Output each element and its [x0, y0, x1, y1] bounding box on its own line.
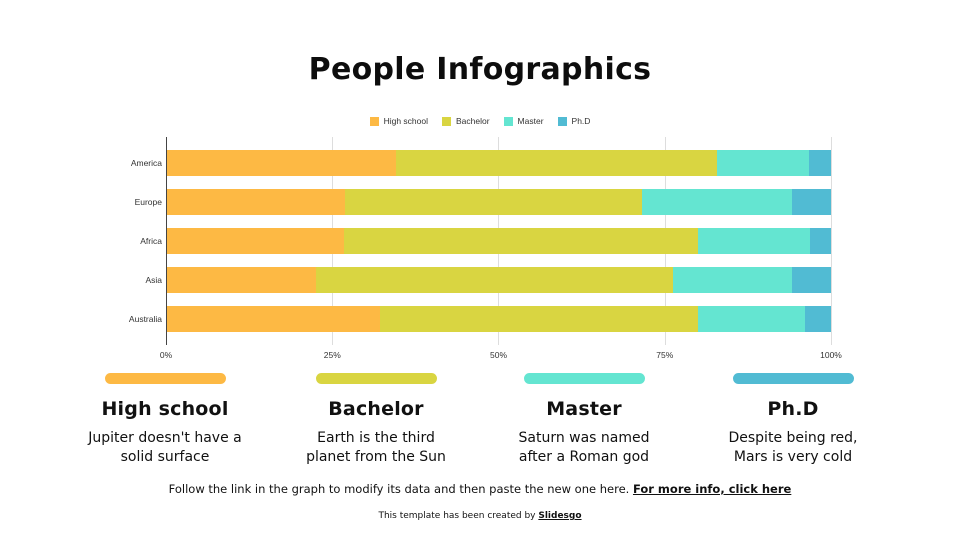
card-desc-line: Jupiter doesn't have a — [88, 430, 242, 446]
x-tick-label: 100% — [820, 350, 842, 360]
bar-segment-ph-d[interactable] — [791, 267, 831, 293]
bar-segment-bachelor[interactable] — [316, 267, 673, 293]
legend-label: Bachelor — [455, 116, 490, 126]
bar-row-asia[interactable] — [166, 267, 831, 293]
category-label: America — [130, 158, 162, 168]
card-title: High school — [101, 398, 229, 420]
legend-swatch-master — [503, 116, 513, 126]
color-pill-master — [523, 373, 645, 384]
color-pill-phd — [732, 373, 854, 384]
bar-segment-master[interactable] — [717, 150, 810, 176]
color-pill-bachelor — [315, 373, 437, 384]
page-title: People Infographics — [308, 52, 652, 87]
card-desc-line: after a Roman god — [518, 449, 650, 465]
card-master: Master Saturn was named after a Roman go… — [479, 372, 689, 467]
bar-segment-bachelor[interactable] — [396, 150, 718, 176]
bar-segment-high-school[interactable] — [166, 150, 397, 176]
footer-note: Follow the link in the graph to modify i… — [0, 482, 960, 496]
bar-segment-bachelor[interactable] — [380, 306, 698, 332]
card-description: Saturn was named after a Roman god — [479, 429, 689, 467]
card-title: Ph.D — [767, 398, 819, 420]
card-description: Jupiter doesn't have a solid surface — [60, 429, 270, 467]
card-high-school: High school Jupiter doesn't have a solid… — [60, 372, 270, 467]
bar-segment-high-school[interactable] — [166, 267, 317, 293]
bar-segment-master[interactable] — [672, 267, 792, 293]
y-axis-line — [166, 137, 167, 345]
legend-item-high-school: High school — [369, 116, 428, 126]
card-desc-line: Despite being red, — [728, 430, 858, 446]
category-label: Asia — [145, 275, 162, 285]
bar-row-america[interactable] — [166, 150, 831, 176]
legend-item-bachelor: Bachelor — [441, 116, 490, 126]
card-title: Master — [546, 398, 622, 420]
legend-label: Ph.D — [571, 116, 591, 126]
card-desc-line: planet from the Sun — [306, 449, 446, 465]
card-desc-line: Earth is the third — [317, 430, 435, 446]
legend-label: High school — [383, 116, 428, 126]
card-description: Despite being red, Mars is very cold — [688, 429, 898, 467]
chart-legend: High school Bachelor Master Ph.D — [0, 116, 960, 126]
bar-segment-bachelor[interactable] — [344, 228, 698, 254]
bar-row-europe[interactable] — [166, 189, 831, 215]
credit-text: This template has been created by — [378, 511, 539, 521]
footer-note-text: Follow the link in the graph to modify i… — [168, 482, 633, 496]
plot-area — [166, 137, 832, 345]
bar-segment-ph-d[interactable] — [805, 306, 831, 332]
category-label: Africa — [140, 236, 162, 246]
card-bachelor: Bachelor Earth is the third planet from … — [271, 372, 481, 467]
legend-swatch-phd — [557, 116, 567, 126]
color-pill-high-school — [104, 373, 226, 384]
card-desc-line: Mars is very cold — [733, 449, 853, 465]
bar-segment-master[interactable] — [697, 306, 806, 332]
credit-line: This template has been created by Slides… — [0, 511, 960, 521]
bar-row-africa[interactable] — [166, 228, 831, 254]
bar-segment-high-school[interactable] — [166, 228, 345, 254]
card-phd: Ph.D Despite being red, Mars is very col… — [688, 372, 898, 467]
gridline-100 — [831, 137, 832, 345]
legend-label: Master — [517, 116, 544, 126]
legend-swatch-bachelor — [441, 116, 451, 126]
card-description: Earth is the third planet from the Sun — [271, 429, 481, 467]
category-label: Europe — [134, 197, 162, 207]
legend-item-master: Master — [503, 116, 544, 126]
bar-segment-master[interactable] — [697, 228, 810, 254]
card-desc-line: Saturn was named — [518, 430, 650, 446]
bar-segment-bachelor[interactable] — [344, 189, 643, 215]
bar-segment-master[interactable] — [642, 189, 792, 215]
x-tick-label: 0% — [159, 350, 173, 360]
legend-swatch-high-school — [369, 116, 379, 126]
x-tick-label: 75% — [656, 350, 674, 360]
category-label: Australia — [128, 314, 162, 324]
bar-segment-high-school[interactable] — [166, 306, 381, 332]
card-desc-line: solid surface — [120, 449, 210, 465]
bar-segment-high-school[interactable] — [166, 189, 345, 215]
x-tick-label: 50% — [489, 350, 507, 360]
bar-segment-ph-d[interactable] — [809, 150, 831, 176]
legend-item-phd: Ph.D — [557, 116, 591, 126]
stacked-bar-chart[interactable]: America Europe Africa Asia Australia 0% 25% 50… — [0, 0, 960, 370]
bar-segment-ph-d[interactable] — [791, 189, 831, 215]
x-tick-label: 25% — [323, 350, 341, 360]
education-cards: High school Jupiter doesn't have a solid… — [0, 372, 960, 472]
bar-segment-ph-d[interactable] — [809, 228, 831, 254]
bar-row-australia[interactable] — [166, 306, 831, 332]
card-title: Bachelor — [328, 398, 424, 420]
more-info-link[interactable]: For more info, click here — [632, 482, 792, 496]
slidesgo-link[interactable]: Slidesgo — [538, 511, 582, 521]
